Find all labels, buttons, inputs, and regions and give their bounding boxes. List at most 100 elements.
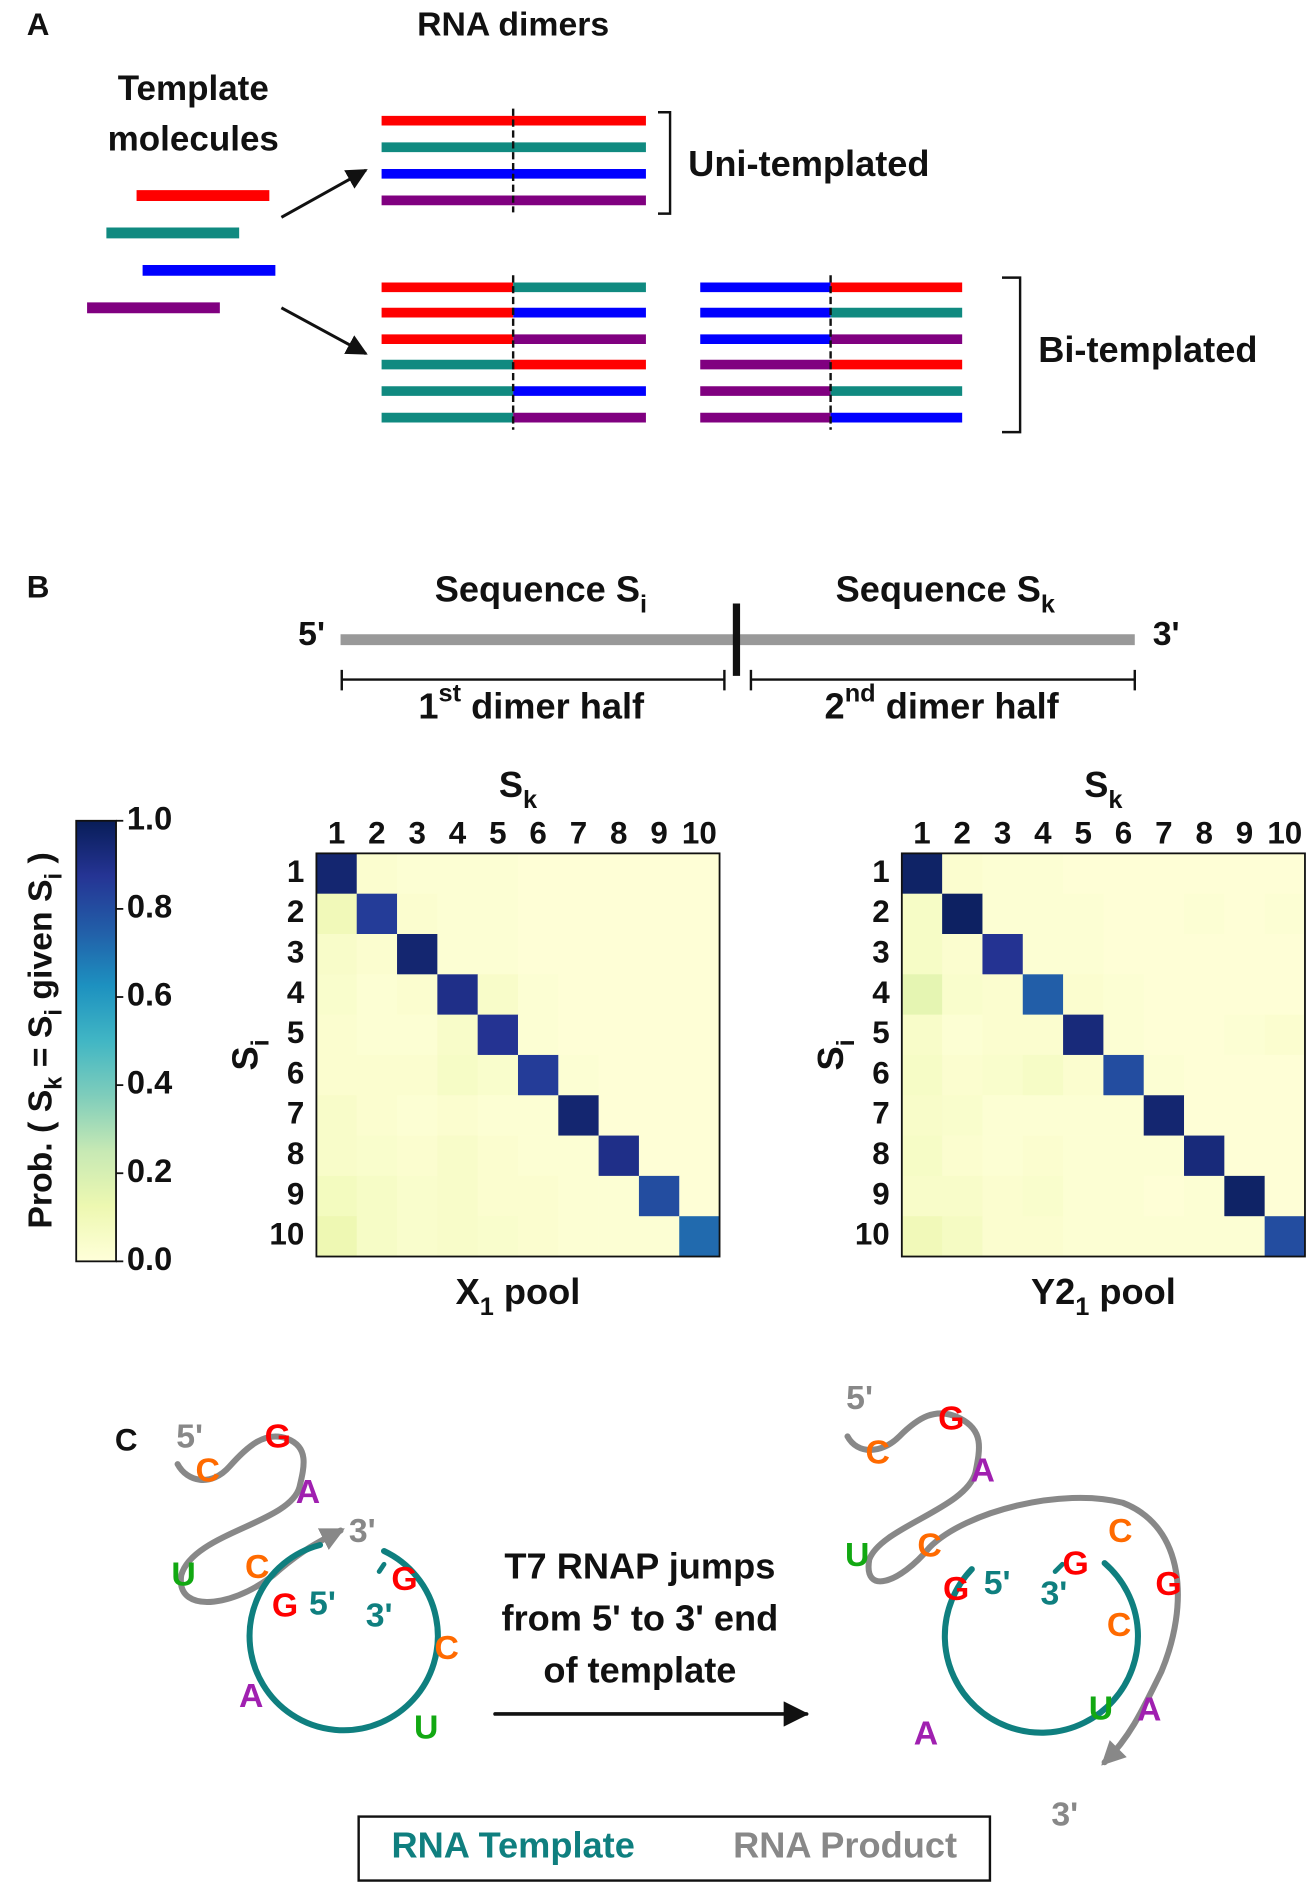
colorbar: [75, 819, 117, 1263]
nucleotide-label: 3': [1051, 1796, 1078, 1834]
heatmap-cell: [517, 1135, 559, 1177]
heatmap-cell: [598, 1014, 640, 1056]
heatmap-cell: [1103, 1216, 1145, 1257]
x-axis-label-part: k: [523, 786, 538, 814]
heatmap-title-part: pool: [494, 1270, 580, 1311]
heatmap-cell: [397, 1135, 438, 1177]
nucleotide-label: U: [171, 1555, 195, 1593]
colorbar-label-part: i: [42, 873, 68, 880]
x-tick-label: 6: [529, 816, 546, 851]
heatmap-cell: [1264, 933, 1306, 975]
heatmap-cell: [942, 1095, 983, 1136]
nucleotide-label: C: [245, 1548, 269, 1586]
nucleotide-label: U: [414, 1709, 438, 1747]
heatmap-cell: [517, 1014, 559, 1056]
heatmap-cell: [558, 1014, 599, 1056]
sequence-label-part: Sequence S: [836, 568, 1041, 609]
heatmap-cell: [1103, 1175, 1145, 1217]
heatmap-cell: [598, 933, 640, 975]
x-tick-label: 2: [954, 816, 971, 851]
heatmap-cell: [679, 1095, 720, 1136]
heatmap-cell: [1224, 1135, 1266, 1177]
x-tick-label: 5: [1075, 816, 1092, 851]
heatmap-cell: [1224, 1014, 1266, 1056]
heatmap-cell: [437, 1175, 479, 1217]
heatmap-cell: [901, 1054, 943, 1096]
heatmap-cell: [437, 974, 479, 1015]
heatmap-cell: [1063, 1135, 1104, 1177]
half-label-part: nd: [845, 679, 876, 707]
heatmap-cell: [397, 893, 438, 935]
colorbar-tick-label: 0.0: [127, 1241, 172, 1277]
heatmap-cell: [1143, 1175, 1185, 1217]
heatmap-cell: [1103, 893, 1145, 935]
heatmap-title: Y21 pool: [1031, 1270, 1176, 1320]
heatmap-cell: [1022, 1216, 1064, 1257]
heatmap-cell: [356, 1175, 398, 1217]
colorbar-tick-label: 0.8: [127, 889, 172, 925]
heatmap-cell: [901, 933, 943, 975]
nucleotide-label: U: [845, 1536, 869, 1574]
nucleotide-label: 5': [846, 1379, 873, 1417]
panel-label: C: [115, 1423, 138, 1458]
x-tick-label: 1: [328, 816, 345, 851]
nucleotide-label: 5': [176, 1418, 203, 1456]
x-axis-label: Sk: [1084, 764, 1123, 814]
heatmap-cell: [316, 1014, 358, 1056]
heatmap-cell: [1264, 1135, 1306, 1177]
nucleotide-label: G: [391, 1560, 417, 1598]
heatmap-cell: [517, 1175, 559, 1217]
heatmap-cell: [942, 933, 983, 975]
heatmap-cell: [437, 1014, 479, 1056]
sequence-label-part: k: [1041, 590, 1056, 618]
heatmap-cell: [1184, 974, 1225, 1015]
heatmap-cell: [558, 1135, 599, 1177]
heatmap-cell: [638, 1014, 680, 1056]
half-bracket: [749, 669, 1136, 691]
heatmap-frame: [315, 852, 721, 1258]
x-tick-label: 2: [368, 816, 385, 851]
heatmap-cell: [1143, 853, 1185, 895]
nucleotide-label: C: [1108, 1512, 1132, 1550]
nucleotide-label: G: [938, 1400, 964, 1438]
heatmap-cell: [598, 1135, 640, 1177]
right-product-strand: [844, 1410, 1181, 1766]
heatmap-title-part: Y2: [1031, 1270, 1075, 1311]
right-template-tick: [1052, 1561, 1065, 1574]
heatmap-cell: [1063, 853, 1104, 895]
heatmap-cell: [1224, 1095, 1266, 1136]
y-tick-label: 10: [269, 1217, 304, 1252]
heatmap-cell: [558, 933, 599, 975]
heatmap-cell: [437, 1216, 479, 1257]
heatmap-cell: [517, 933, 559, 975]
heatmap-cell: [558, 893, 599, 935]
half-label-part: dimer half: [876, 685, 1060, 726]
y-tick-label: 3: [287, 934, 304, 969]
heatmap-cell: [982, 853, 1024, 895]
colorbar-label-part: k: [42, 1076, 68, 1090]
legend-entry: RNA Product: [733, 1825, 957, 1866]
heatmap-cell: [1063, 1095, 1104, 1136]
heatmap-cell: [1184, 933, 1225, 975]
heatmap-title-part: 1: [1075, 1293, 1089, 1321]
heatmap-cell: [437, 853, 479, 895]
x-tick-label: 10: [1267, 816, 1302, 851]
heatmap-cell: [356, 1135, 398, 1177]
nucleotide-label: G: [1062, 1544, 1088, 1582]
heatmap-cell: [558, 1175, 599, 1217]
heatmap-cell: [437, 933, 479, 975]
nucleotide-label: A: [914, 1715, 938, 1753]
heatmap-cell: [1264, 853, 1306, 895]
y-tick-label: 4: [287, 975, 305, 1010]
x-tick-label: 3: [994, 816, 1011, 851]
heatmap-cell: [679, 974, 720, 1015]
heatmap-cell: [1103, 1095, 1145, 1136]
heatmap-cell: [1063, 1175, 1104, 1217]
heatmap-cell: [477, 1095, 519, 1136]
uni-label: Uni-templated: [688, 143, 929, 184]
heatmap-cell: [477, 1135, 519, 1177]
heatmap-cell: [598, 974, 640, 1015]
heatmap-cell: [397, 1014, 438, 1056]
